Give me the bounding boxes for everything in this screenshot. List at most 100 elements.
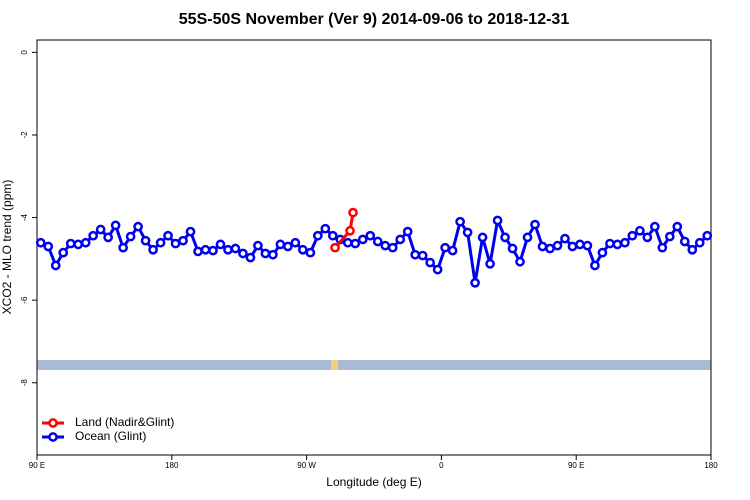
point (80, 237, 91, 248)
point (320, 223, 331, 234)
point (43, 241, 54, 252)
point (440, 242, 450, 253)
point (567, 241, 578, 252)
point (597, 247, 608, 258)
point (88, 230, 99, 241)
point (58, 247, 69, 258)
point (500, 232, 510, 243)
point (268, 249, 278, 260)
point (357, 234, 368, 245)
point (193, 246, 203, 257)
point (470, 277, 480, 288)
point (694, 237, 705, 248)
land-strip (331, 360, 338, 370)
point (372, 236, 383, 247)
y-tick-label: -2 (20, 131, 29, 139)
point (170, 238, 181, 249)
point (702, 230, 713, 241)
legend-label: Ocean (Glint) (75, 429, 146, 443)
point (330, 242, 340, 253)
point (635, 225, 645, 236)
point (590, 260, 600, 271)
point (50, 260, 61, 271)
point (148, 244, 158, 255)
point (275, 239, 286, 250)
x-tick-label: 180 (704, 461, 718, 470)
point (664, 231, 675, 242)
point (348, 207, 358, 218)
point (73, 239, 84, 250)
y-tick-label: 0 (20, 50, 29, 55)
point (492, 215, 503, 226)
y-axis-label: XCO2 - MLO trend (ppm) (0, 180, 14, 315)
point (455, 216, 465, 227)
point (515, 256, 525, 267)
point (575, 239, 585, 250)
point (477, 232, 488, 243)
x-tick-label: 180 (165, 461, 179, 470)
point (140, 235, 151, 246)
point (65, 238, 76, 249)
x-tick-label: 90 W (297, 461, 316, 470)
point (679, 236, 690, 247)
point (342, 237, 353, 248)
point (238, 248, 248, 259)
point (103, 232, 113, 243)
point (215, 239, 226, 250)
point (545, 243, 555, 254)
point (208, 245, 218, 256)
point (649, 221, 660, 232)
point (657, 242, 668, 253)
legend-marker (48, 418, 58, 428)
plot-frame (36, 39, 712, 456)
point (125, 231, 136, 242)
point (345, 225, 355, 236)
point (432, 264, 443, 275)
chart-title: 55S-50S November (Ver 9) 2014-09-06 to 2… (179, 11, 570, 28)
y-tick-label: -4 (20, 213, 29, 221)
point (200, 244, 211, 255)
point (605, 238, 615, 249)
surface-strip (37, 360, 711, 370)
legend-marker (48, 432, 58, 442)
point (327, 230, 338, 241)
point (312, 230, 323, 241)
legend-label: Land (Nadir&Glint) (75, 415, 174, 429)
point (507, 243, 518, 254)
point (560, 233, 570, 244)
point (672, 221, 683, 232)
point (185, 226, 196, 237)
point (290, 237, 301, 248)
point (552, 240, 563, 251)
point (155, 237, 166, 248)
x-tick-label: 0 (439, 461, 444, 470)
point (395, 234, 406, 245)
point (522, 232, 533, 243)
point (253, 240, 263, 251)
point (530, 219, 540, 230)
point (95, 224, 106, 235)
point (350, 238, 361, 249)
point (118, 242, 128, 253)
point (298, 244, 308, 255)
point (447, 245, 458, 256)
point (245, 252, 256, 263)
point (365, 230, 376, 241)
point (133, 221, 143, 232)
point (627, 230, 638, 241)
point (462, 227, 473, 238)
point (642, 232, 653, 243)
point (260, 248, 271, 259)
point (485, 258, 495, 269)
point (35, 237, 46, 248)
point (620, 237, 630, 248)
point (230, 243, 241, 254)
y-tick-label: -6 (20, 296, 29, 304)
point (163, 230, 173, 241)
point (110, 220, 121, 231)
point (687, 244, 698, 255)
point (410, 249, 421, 260)
point (537, 241, 548, 252)
x-tick-label: 90 E (29, 461, 45, 470)
